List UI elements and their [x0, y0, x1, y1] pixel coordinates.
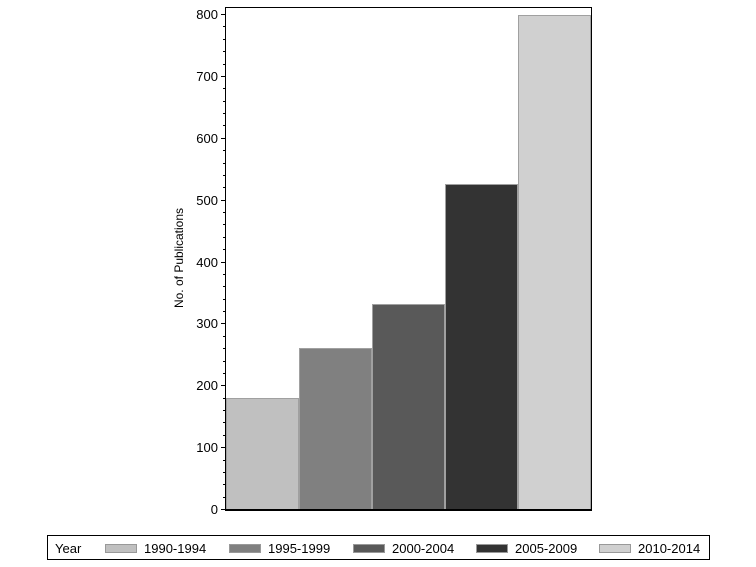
legend-swatch — [229, 544, 261, 553]
minor-tick — [223, 286, 226, 288]
minor-tick — [223, 150, 226, 152]
minor-tick — [223, 348, 226, 350]
plot-area: 0 100 200 300 400 500 600 700 800 — [196, 7, 592, 516]
minor-tick — [223, 212, 226, 213]
legend-label: 2000-2004 — [392, 541, 455, 556]
minor-tick — [223, 397, 226, 399]
minor-tick — [223, 422, 226, 424]
legend-label: 2010-2014 — [638, 541, 701, 556]
minor-tick — [223, 273, 226, 275]
minor-tick — [223, 125, 226, 127]
y-tick-label: 400 — [196, 254, 218, 270]
legend-item-2005-2009: 2005-2009 — [476, 541, 577, 556]
major-tick — [221, 261, 226, 263]
minor-tick — [223, 360, 226, 362]
minor-tick — [223, 26, 226, 28]
major-tick — [221, 509, 226, 510]
y-tick-label: 200 — [196, 378, 218, 394]
minor-tick — [223, 496, 226, 498]
minor-tick — [223, 187, 226, 189]
minor-tick — [223, 38, 226, 40]
legend-item-2000-2004: 2000-2004 — [353, 541, 454, 556]
major-tick — [221, 385, 226, 387]
legend: Year 1990-1994 1995-1999 2000-2004 2005-200… — [47, 535, 710, 560]
y-axis-label: No. of Publications — [172, 207, 186, 309]
legend-swatch — [599, 544, 631, 553]
minor-tick — [223, 236, 226, 238]
legend-swatch — [476, 544, 508, 553]
minor-tick — [223, 471, 226, 473]
y-tick-label: 500 — [196, 192, 218, 208]
bar-2005-2009 — [445, 183, 518, 509]
minor-tick — [223, 113, 226, 114]
legend-item-1995-1999: 1995-1999 — [229, 541, 330, 556]
minor-tick — [223, 88, 226, 90]
legend-label: 2005-2009 — [515, 541, 578, 556]
legend-item-1990-1994: 1990-1994 — [105, 541, 206, 556]
bar-1990-1994 — [226, 397, 299, 509]
minor-tick — [223, 459, 226, 461]
major-tick — [221, 75, 226, 77]
bar-1995-1999 — [299, 348, 372, 509]
y-tick-label: 100 — [196, 440, 218, 456]
y-tick-label: 300 — [196, 316, 218, 332]
legend-label: 1995-1999 — [268, 541, 331, 556]
minor-tick — [223, 434, 226, 436]
minor-tick — [223, 298, 226, 300]
legend-swatch — [353, 544, 385, 553]
minor-tick — [223, 311, 226, 312]
minor-tick — [223, 484, 226, 486]
legend-label: 1990-1994 — [144, 541, 207, 556]
minor-tick — [223, 335, 226, 337]
minor-tick — [223, 63, 226, 65]
y-tick-label: 800 — [196, 7, 218, 22]
minor-tick — [223, 51, 226, 53]
y-tick-label: 0 — [210, 502, 218, 517]
minor-tick — [223, 100, 226, 102]
major-tick — [221, 137, 226, 139]
legend-item-2010-2014: 2010-2014 — [599, 541, 700, 556]
major-tick — [221, 447, 226, 449]
minor-tick — [223, 174, 226, 176]
major-tick — [221, 14, 226, 15]
legend-swatch — [105, 544, 137, 553]
bar-2010-2014 — [518, 15, 591, 509]
minor-tick — [223, 410, 226, 411]
major-tick — [221, 199, 226, 201]
bar-2000-2004 — [372, 303, 445, 509]
major-tick — [221, 323, 226, 325]
minor-tick — [223, 162, 226, 164]
minor-tick — [223, 224, 226, 226]
y-tick-label: 700 — [196, 68, 218, 84]
legend-title: Year — [55, 541, 82, 556]
minor-tick — [223, 372, 226, 374]
minor-tick — [223, 249, 226, 251]
y-tick-label: 600 — [196, 130, 218, 146]
